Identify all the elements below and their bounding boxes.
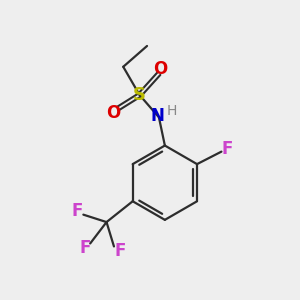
- Text: O: O: [106, 104, 121, 122]
- Text: F: F: [115, 242, 126, 260]
- Text: S: S: [133, 86, 146, 104]
- Text: F: F: [72, 202, 83, 220]
- Text: F: F: [79, 239, 91, 257]
- Text: N: N: [151, 107, 165, 125]
- Text: O: O: [153, 60, 167, 78]
- Text: H: H: [167, 104, 178, 118]
- Text: F: F: [222, 140, 233, 158]
